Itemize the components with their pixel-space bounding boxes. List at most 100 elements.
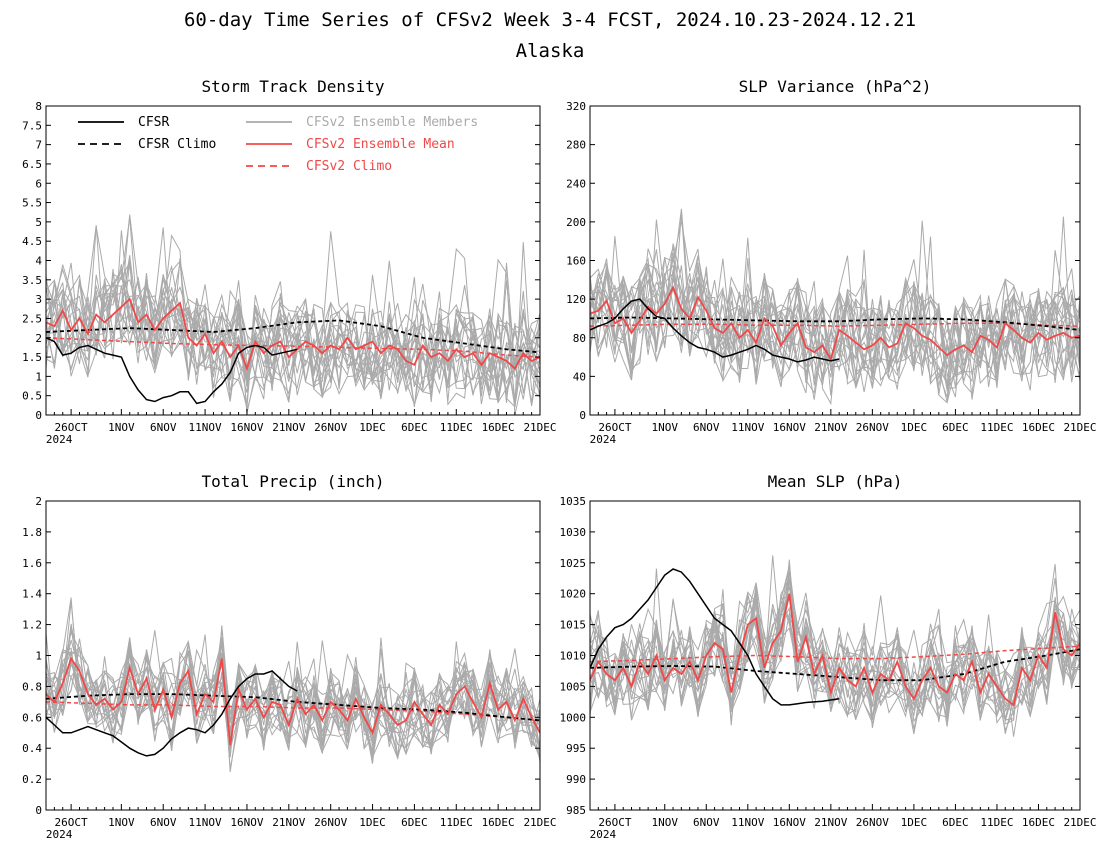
x-tick-label: 16DEC — [482, 816, 515, 829]
ensemble-member-line — [46, 227, 540, 400]
x-tick-label: 16DEC — [482, 421, 515, 434]
x-tick-label: 11DEC — [440, 421, 473, 434]
y-tick-label: 4 — [35, 255, 42, 268]
ensemble-member-line — [46, 639, 540, 760]
y-tick-label: 0 — [35, 409, 42, 422]
y-tick-label: 1.2 — [22, 619, 42, 632]
y-tick-label: 8 — [35, 100, 42, 113]
y-tick-label: 1025 — [560, 557, 587, 570]
x-tick-label: 11NOV — [731, 421, 764, 434]
x-tick-label: 26OCT — [55, 421, 88, 434]
x-tick-label: 16NOV — [773, 816, 806, 829]
y-tick-label: 1.4 — [22, 588, 42, 601]
y-tick-label: 6.5 — [22, 158, 42, 171]
panel-mslp: Mean SLP (hPa) 985 990 995 1000 1005 1010 1015 1… — [560, 472, 1097, 841]
panel-storm: Storm Track Density 0 0.5 1 1.5 2 2.5 3 3.5 4 4.5 5… — [22, 77, 556, 446]
y-tick-label: 0 — [35, 804, 42, 817]
plot-area — [46, 214, 540, 415]
x-tick-label: 21NOV — [814, 421, 847, 434]
y-tick-label: 995 — [566, 742, 586, 755]
y-tick-label: 5.5 — [22, 197, 42, 210]
y-tick-label: 0.2 — [22, 773, 42, 786]
y-tick-label: 80 — [573, 332, 586, 345]
x-tick-label: 11NOV — [189, 421, 222, 434]
y-tick-label: 1.6 — [22, 557, 42, 570]
cfsr-line — [590, 568, 840, 706]
plot-frame — [589, 105, 1081, 416]
cfsv2-climo-line — [590, 645, 1080, 663]
y-tick-label: 990 — [566, 773, 586, 786]
x-tick-label: 6DEC — [942, 816, 969, 829]
cfsr-line — [46, 337, 298, 405]
cfsr-line — [590, 298, 840, 363]
y-tick-label: 1.8 — [22, 526, 42, 539]
x-tick-label: 1DEC — [359, 816, 386, 829]
x-tick-label: 26OCT — [55, 816, 88, 829]
y-tick-label: 1 — [35, 650, 42, 663]
x-tick-label: 11DEC — [440, 816, 473, 829]
y-tick-label: 1000 — [560, 711, 587, 724]
legend-label: CFSR — [138, 115, 169, 130]
x-tick-year-label: 2024 — [590, 433, 617, 446]
x-tick-year-label: 2024 — [46, 828, 73, 841]
x-tick-label: 16DEC — [1022, 816, 1055, 829]
figure-title: 60-day Time Series of CFSv2 Week 3-4 FCS… — [184, 9, 916, 31]
y-tick-label: 160 — [566, 255, 586, 268]
y-tick-label: 5 — [35, 216, 42, 229]
ensemble-member-line — [46, 262, 540, 408]
y-tick-label: 1.5 — [22, 351, 42, 364]
x-tick-label: 21NOV — [272, 421, 305, 434]
y-tick-label: 7.5 — [22, 119, 42, 132]
x-tick-label: 11DEC — [980, 816, 1013, 829]
y-tick-label: 3.5 — [22, 274, 42, 287]
legend-label: CFSv2 Ensemble Mean — [306, 137, 455, 152]
ensemble-member-line — [46, 279, 540, 409]
region-title: Alaska — [516, 40, 585, 62]
x-tick-label: 21DEC — [1063, 816, 1096, 829]
x-tick-label: 1NOV — [108, 421, 135, 434]
y-tick-label: 1030 — [560, 526, 587, 539]
ensemble-member-line — [590, 208, 1080, 391]
plot-area — [590, 208, 1080, 406]
x-tick-label: 1NOV — [108, 816, 135, 829]
x-tick-year-label: 2024 — [46, 433, 73, 446]
x-tick-label: 6NOV — [693, 421, 720, 434]
ensemble-member-line — [46, 214, 540, 397]
x-tick-label: 26NOV — [856, 816, 889, 829]
y-tick-label: 0.4 — [22, 742, 42, 755]
x-tick-label: 1NOV — [651, 816, 678, 829]
x-tick-label: 26NOV — [314, 421, 347, 434]
x-tick-label: 21NOV — [272, 816, 305, 829]
x-tick-label: 6DEC — [401, 421, 428, 434]
y-tick-label: 7 — [35, 139, 42, 152]
x-tick-label: 21DEC — [523, 816, 556, 829]
plot-frame — [45, 500, 541, 811]
y-tick-label: 240 — [566, 177, 586, 190]
ensemble-mean-line — [590, 285, 1080, 362]
y-tick-label: 120 — [566, 293, 586, 306]
ensemble-mean-line — [46, 297, 540, 372]
y-tick-label: 2 — [35, 332, 42, 345]
panel-title: Total Precip (inch) — [201, 472, 384, 491]
x-tick-label: 16NOV — [773, 421, 806, 434]
x-tick-label: 1DEC — [901, 421, 928, 434]
ensemble-member-line — [46, 641, 540, 751]
y-tick-label: 985 — [566, 804, 586, 817]
y-tick-label: 0.5 — [22, 390, 42, 403]
y-tick-label: 2.5 — [22, 312, 42, 325]
y-tick-label: 0.6 — [22, 711, 42, 724]
x-tick-label: 26OCT — [598, 421, 631, 434]
x-tick-label: 21DEC — [523, 421, 556, 434]
ensemble-member-line — [46, 270, 540, 400]
x-tick-label: 1DEC — [901, 816, 928, 829]
plot-area — [590, 555, 1080, 737]
chart-panels: Storm Track Density 0 0.5 1 1.5 2 2.5 3 3.5 4 4.5 5… — [22, 77, 1096, 841]
ensemble-member-line — [46, 231, 540, 402]
x-tick-label: 11NOV — [189, 816, 222, 829]
cfsr-climo-line — [46, 319, 540, 354]
y-tick-label: 1005 — [560, 680, 587, 693]
y-tick-label: 320 — [566, 100, 586, 113]
x-tick-label: 26NOV — [856, 421, 889, 434]
ensemble-member-line — [46, 630, 540, 761]
y-tick-label: 4.5 — [22, 235, 42, 248]
